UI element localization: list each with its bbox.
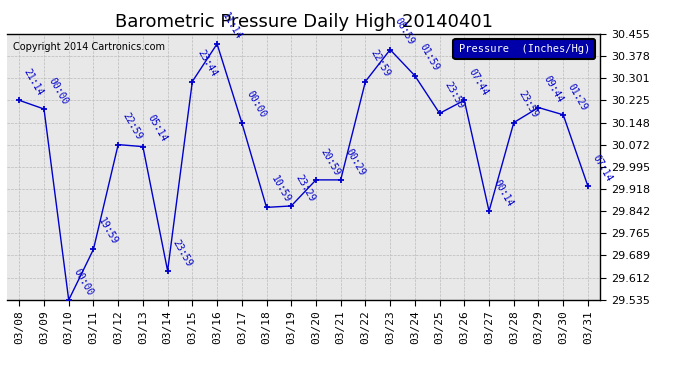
Text: 23:44: 23:44 bbox=[195, 48, 219, 79]
Text: 00:14: 00:14 bbox=[492, 178, 515, 209]
Text: 23:59: 23:59 bbox=[442, 80, 466, 111]
Text: 01:59: 01:59 bbox=[417, 42, 441, 73]
Text: 23:59: 23:59 bbox=[170, 237, 194, 268]
Text: 19:59: 19:59 bbox=[96, 216, 119, 247]
Text: 10:59: 10:59 bbox=[269, 174, 293, 205]
Text: 11:14: 11:14 bbox=[220, 10, 243, 41]
Text: Copyright 2014 Cartronics.com: Copyright 2014 Cartronics.com bbox=[13, 42, 165, 52]
Title: Barometric Pressure Daily High 20140401: Barometric Pressure Daily High 20140401 bbox=[115, 13, 493, 31]
Text: 22:59: 22:59 bbox=[368, 48, 391, 79]
Text: 09:44: 09:44 bbox=[541, 74, 564, 105]
Text: 00:00: 00:00 bbox=[47, 76, 70, 106]
Text: 20:59: 20:59 bbox=[319, 147, 342, 177]
Text: 00:29: 00:29 bbox=[344, 147, 367, 177]
Text: 01:29: 01:29 bbox=[566, 82, 589, 112]
Text: 23:29: 23:29 bbox=[294, 173, 317, 203]
Text: 22:59: 22:59 bbox=[121, 111, 144, 142]
Text: 07:14: 07:14 bbox=[591, 153, 614, 183]
Text: 21:14: 21:14 bbox=[22, 67, 46, 98]
Text: 05:14: 05:14 bbox=[146, 113, 169, 144]
Text: 00:00: 00:00 bbox=[244, 89, 268, 120]
Text: 08:59: 08:59 bbox=[393, 16, 416, 47]
Text: 23:59: 23:59 bbox=[517, 89, 540, 120]
Text: 07:44: 07:44 bbox=[467, 67, 491, 98]
Legend: Pressure  (Inches/Hg): Pressure (Inches/Hg) bbox=[453, 39, 595, 59]
Text: 00:00: 00:00 bbox=[72, 267, 95, 297]
